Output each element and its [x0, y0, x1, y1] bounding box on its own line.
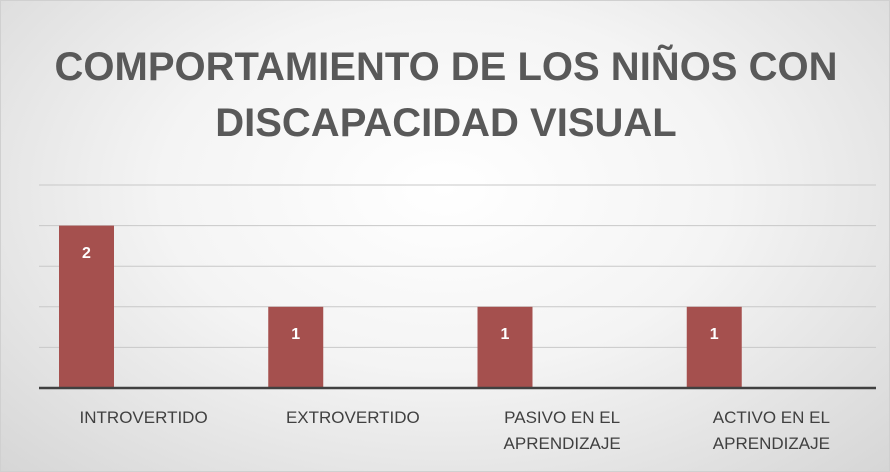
bar [268, 306, 324, 388]
data-label: 1 [710, 326, 719, 343]
data-label: 2 [82, 245, 91, 262]
data-label: 1 [291, 326, 300, 343]
bar [477, 306, 533, 388]
chart-title: COMPORTAMIENTO DE LOS NIÑOS CON DISCAPAC… [54, 45, 838, 145]
x-tick-label: ACTIVO EN EL APRENDIZAJE [712, 408, 830, 453]
bar [59, 225, 114, 388]
x-tick-label: EXTROVERTIDO [285, 408, 420, 427]
x-tick-label: PASIVO EN EL APRENDIZAJE [503, 408, 621, 453]
data-label: 1 [501, 326, 510, 343]
x-tick-label: INTROVERTIDO [79, 408, 208, 427]
bar [686, 306, 742, 388]
